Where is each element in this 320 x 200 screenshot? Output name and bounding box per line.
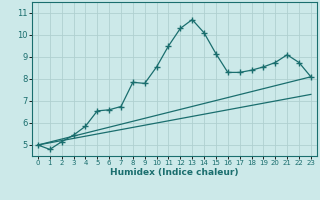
X-axis label: Humidex (Indice chaleur): Humidex (Indice chaleur) bbox=[110, 168, 239, 177]
